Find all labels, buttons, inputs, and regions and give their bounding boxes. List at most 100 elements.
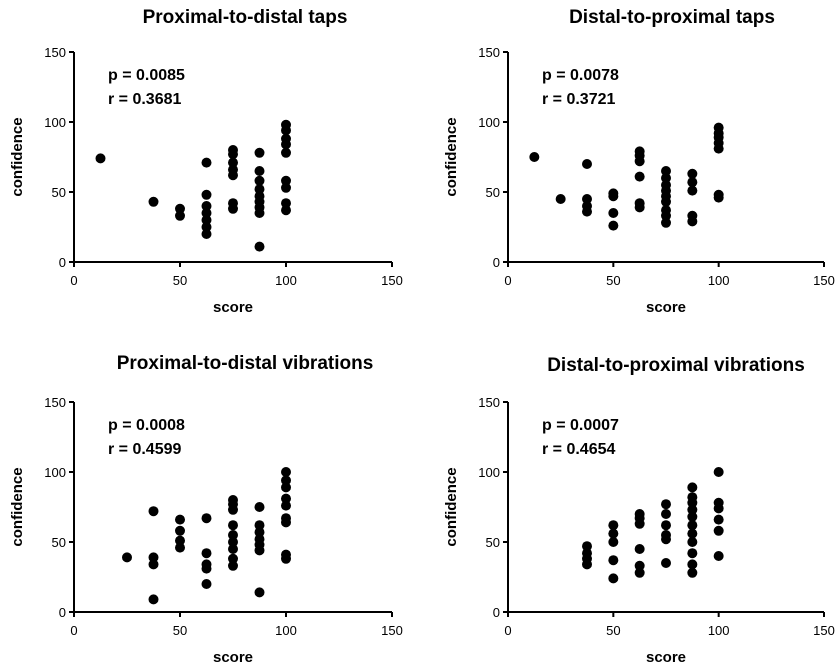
data-point: [254, 587, 265, 598]
data-point: [201, 208, 212, 218]
data-point: [687, 177, 698, 188]
y-tick-label: 0: [493, 605, 500, 620]
data-point: [713, 143, 724, 154]
data-point: [634, 171, 645, 182]
x-tick-label: 0: [70, 273, 77, 288]
x-tick-label: 150: [813, 273, 835, 288]
data-point: [122, 552, 132, 563]
data-point: [281, 139, 291, 150]
data-point: [254, 147, 265, 158]
y-tick-label: 100: [478, 465, 500, 480]
y-tick-label: 50: [486, 535, 500, 550]
y-tick-label: 150: [478, 395, 500, 410]
x-tick-label: 100: [708, 273, 730, 288]
data-point: [95, 153, 106, 164]
data-point: [175, 203, 185, 214]
data-point: [713, 525, 724, 536]
scatter-panel-3: Proximal-to-distal vibrations 0 50 100 150 0 5…: [9, 353, 403, 666]
data-point: [713, 192, 724, 203]
y-tick-label: 50: [486, 185, 500, 200]
p-value-annotation: p = 0.0078: [542, 67, 619, 84]
data-point: [281, 182, 291, 193]
data-point: [713, 514, 724, 525]
x-tick-label: 0: [504, 273, 511, 288]
y-tick-label: 50: [52, 535, 66, 550]
data-point: [254, 527, 265, 538]
data-point: [661, 558, 671, 568]
data-point: [687, 537, 698, 547]
data-point: [713, 467, 724, 477]
data-point: [661, 217, 671, 228]
data-point: [713, 551, 724, 561]
data-point: [529, 152, 540, 162]
data-point: [281, 198, 291, 209]
data-point: [582, 559, 592, 570]
p-value-annotation: p = 0.0085: [108, 67, 185, 84]
data-point: [281, 493, 291, 504]
r-value-annotation: r = 0.3721: [542, 91, 616, 108]
data-point: [281, 175, 291, 186]
data-point: [687, 482, 698, 493]
data-point: [608, 573, 619, 584]
data-point: [687, 504, 698, 515]
data-point: [228, 149, 238, 160]
scatter-panel-1: Proximal-to-distal taps 0 50 100 150 0 50 100 15…: [9, 7, 403, 316]
x-tick-label: 150: [381, 273, 403, 288]
x-tick-label: 100: [275, 623, 297, 638]
data-point: [201, 215, 212, 225]
data-point: [254, 520, 265, 531]
data-point: [201, 563, 212, 574]
scatter-panel-4: Distal-to-proximal vibrations 0 50 100 150 0 5…: [443, 355, 835, 666]
data-point: [713, 503, 724, 514]
data-point: [201, 157, 212, 168]
x-tick-label: 150: [381, 623, 403, 638]
data-point: [228, 560, 238, 571]
data-point: [281, 467, 291, 477]
data-point: [254, 208, 265, 218]
data-point: [608, 208, 619, 218]
chart-title: Distal-to-proximal taps: [569, 7, 775, 28]
data-point: [228, 544, 238, 554]
data-point: [254, 502, 265, 512]
chart-title: Proximal-to-distal taps: [143, 7, 348, 28]
x-tick-label: 100: [708, 623, 730, 638]
y-tick-label: 0: [59, 605, 66, 620]
y-axis-label: confidence: [443, 467, 460, 546]
y-tick-label: 100: [44, 115, 66, 130]
data-point: [228, 530, 238, 540]
y-axis-label: confidence: [443, 117, 460, 196]
r-value-annotation: r = 0.4599: [108, 441, 182, 458]
data-point: [608, 528, 619, 539]
data-point: [661, 196, 671, 207]
x-axis-label: score: [213, 649, 253, 666]
x-tick-label: 0: [504, 623, 511, 638]
r-value-annotation: r = 0.3681: [108, 91, 182, 108]
x-tick-label: 50: [173, 623, 187, 638]
data-point: [608, 191, 619, 202]
y-tick-label: 0: [59, 255, 66, 270]
data-point: [281, 125, 291, 136]
data-point: [582, 194, 592, 204]
data-point: [634, 202, 645, 213]
p-value-annotation: p = 0.0008: [108, 417, 185, 434]
data-point: [634, 544, 645, 554]
data-point: [687, 216, 698, 227]
y-tick-label: 0: [493, 255, 500, 270]
data-point: [148, 559, 159, 570]
data-point: [148, 552, 159, 563]
y-tick-label: 150: [478, 45, 500, 60]
x-axis-label: score: [646, 649, 686, 666]
data-point: [228, 203, 238, 214]
data-point: [254, 184, 265, 195]
data-point: [281, 205, 291, 216]
data-point: [228, 553, 238, 564]
data-point: [582, 206, 592, 217]
data-point: [175, 514, 185, 525]
data-point: [175, 535, 185, 546]
y-axis-label: confidence: [9, 117, 26, 196]
data-point: [555, 194, 566, 204]
data-point: [228, 520, 238, 531]
data-point: [687, 511, 698, 522]
data-point: [254, 175, 265, 186]
data-point: [608, 520, 619, 531]
